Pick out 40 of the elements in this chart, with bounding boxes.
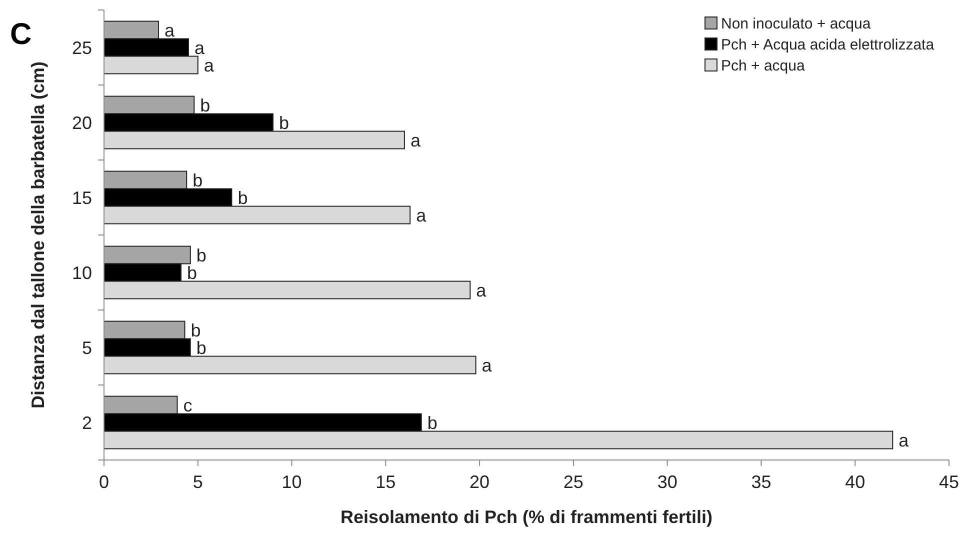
x-tick-label: 45: [938, 472, 960, 492]
x-tick-label: 35: [751, 472, 772, 492]
data-label: b: [186, 262, 198, 283]
y-tick-label: 2: [82, 412, 92, 433]
data-label: b: [200, 95, 210, 116]
x-tick-label: 30: [657, 472, 678, 492]
x-tick-label: 5: [192, 472, 203, 492]
data-label: a: [416, 205, 428, 226]
x-tick-label: 40: [845, 472, 866, 492]
data-label: b: [238, 188, 248, 208]
data-label: b: [196, 338, 206, 358]
legend-label: Pch + acqua: [721, 57, 806, 74]
legend-label: Non inoculato + acqua: [721, 15, 872, 32]
x-tick-label: 15: [376, 472, 396, 492]
data-label: b: [192, 170, 203, 190]
data-label: b: [190, 320, 201, 340]
data-label: a: [898, 430, 910, 450]
data-label: b: [196, 245, 206, 266]
x-tick-label: 20: [470, 472, 490, 492]
data-label: a: [164, 20, 176, 40]
data-label: a: [410, 130, 422, 150]
data-label: a: [482, 355, 493, 376]
x-tick-label: 25: [563, 472, 584, 492]
y-tick-label: 20: [72, 112, 92, 133]
x-tick-label: 0: [98, 472, 110, 492]
data-label: a: [476, 280, 488, 300]
data-label: b: [279, 112, 290, 133]
legend-label: Pch + Acqua acida elettrolizzata: [721, 36, 935, 54]
data-label: b: [427, 412, 438, 433]
data-label: a: [194, 38, 206, 58]
x-tick-label: 10: [282, 472, 302, 492]
data-label: a: [204, 55, 215, 76]
y-tick-label: 25: [72, 38, 92, 58]
y-tick-label: 10: [72, 262, 92, 283]
x-axis-title: Reisolamento di Pch (% di frammenti fertili): [340, 507, 713, 527]
y-tick-label: 5: [82, 338, 92, 358]
y-axis-title: Distanza dal tallone della barbatella (cm): [28, 61, 48, 409]
chart-title: C: [10, 18, 32, 51]
y-tick-label: 15: [72, 188, 92, 208]
data-label: c: [183, 395, 192, 416]
